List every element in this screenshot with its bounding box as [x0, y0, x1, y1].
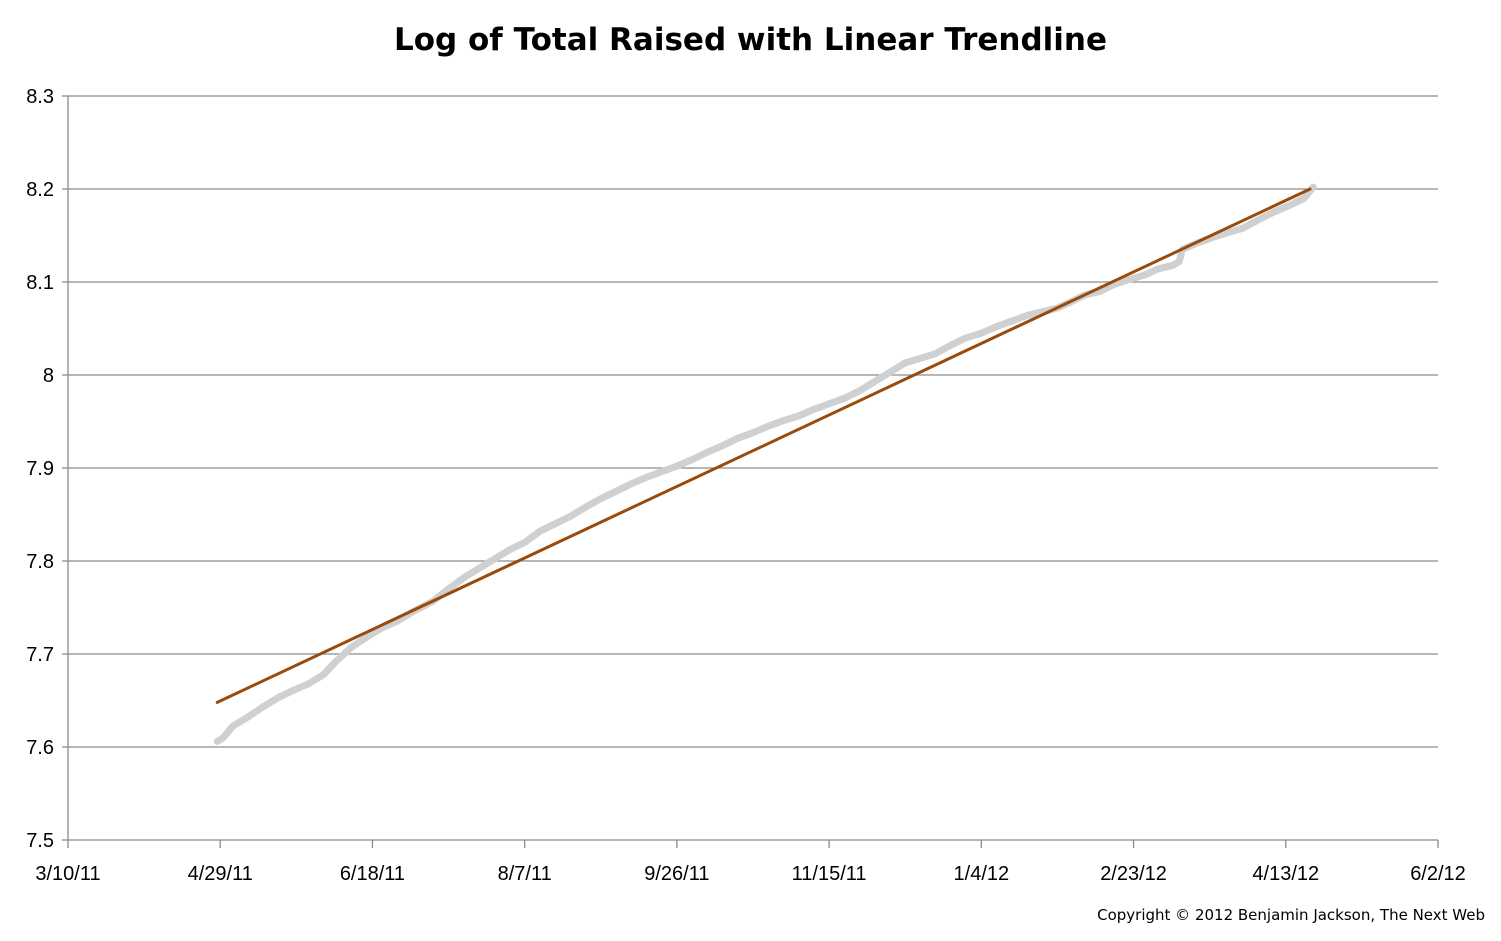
x-tick-label: 6/2/12 [1410, 863, 1466, 885]
y-tick-label: 7.9 [26, 458, 54, 480]
x-tick-label: 11/15/11 [792, 863, 867, 885]
x-tick-label: 3/10/11 [35, 863, 100, 885]
grid-lines [68, 95, 1438, 748]
x-tick-label: 2/23/12 [1100, 863, 1167, 885]
chart-title: Log of Total Raised with Linear Trendlin… [393, 22, 1108, 58]
x-tick-label: 8/7/11 [498, 863, 552, 885]
y-tick-label: 7.7 [26, 644, 54, 666]
data-series-line [213, 183, 1317, 745]
x-tick-label: 4/29/11 [188, 863, 253, 885]
y-tick-label: 8 [43, 365, 54, 387]
y-tick-label: 7.5 [26, 830, 54, 852]
trendline [215, 187, 1312, 704]
x-tick-label: 1/4/12 [954, 863, 1010, 885]
x-tick-label: 4/13/12 [1252, 863, 1319, 885]
x-tick-label: 6/18/11 [340, 863, 405, 885]
y-tick-label: 7.8 [26, 551, 54, 573]
series-lines [213, 183, 1317, 745]
tick-labels: 7.5 7.6 7.7 7.8 7.9 8 8.1 8.2 8.3 3/10/11 4/29/11 6… [26, 86, 1466, 885]
copyright-text: Copyright © 2012 Benjamin Jackson, The N… [1097, 906, 1485, 924]
x-tick-label: 9/26/11 [644, 863, 709, 885]
y-tick-label: 8.1 [26, 272, 54, 294]
y-tick-label: 8.3 [26, 86, 54, 108]
y-tick-label: 8.2 [26, 179, 54, 201]
y-tick-label: 7.6 [26, 737, 54, 759]
axes [62, 95, 1439, 848]
